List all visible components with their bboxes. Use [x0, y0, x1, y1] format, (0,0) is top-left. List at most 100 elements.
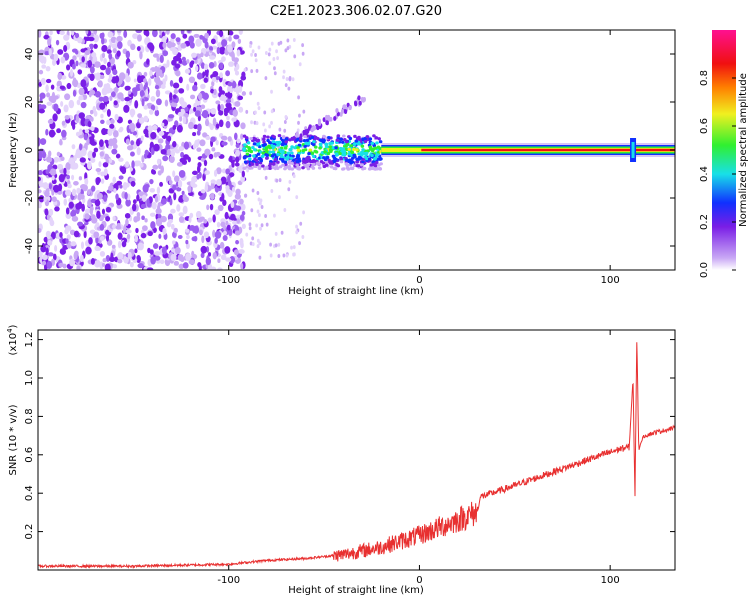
heatmap-cell	[295, 230, 299, 235]
heatmap-cell	[241, 223, 246, 230]
heatmap-cell	[156, 186, 161, 195]
heatmap-cell	[257, 106, 261, 111]
heatmap-cell	[148, 109, 154, 115]
heatmap-cell	[136, 122, 141, 129]
heatmap-cell	[272, 135, 276, 139]
heatmap-cell	[246, 168, 249, 173]
heatmap-cell	[201, 109, 209, 119]
heatmap-cell	[271, 162, 276, 166]
heatmap-cell	[87, 120, 92, 128]
heatmap-cell	[104, 263, 111, 270]
heatmap-cell	[310, 127, 314, 133]
heatmap-cell	[88, 237, 93, 245]
heatmap-cell	[210, 266, 217, 270]
heatmap-cell	[54, 206, 60, 212]
heatmap-cell	[59, 248, 67, 255]
heatmap-cell	[92, 151, 96, 158]
y-tick-label: 1.2	[24, 332, 35, 348]
heatmap-cell	[222, 78, 227, 88]
heatmap-cell	[219, 104, 225, 111]
heatmap-cell	[313, 135, 318, 139]
heatmap-cell	[137, 263, 144, 269]
heatmap-cell	[38, 189, 42, 194]
heatmap-cell	[124, 182, 130, 188]
heatmap-cell	[207, 252, 212, 257]
y-tick-label: 20	[24, 96, 35, 109]
heatmap-cell	[283, 146, 288, 150]
heatmap-cell	[220, 176, 227, 185]
heatmap-cell	[215, 151, 221, 157]
heatmap-cell	[339, 160, 344, 164]
heatmap-cell	[282, 69, 286, 74]
heatmap-cell	[244, 136, 249, 140]
heatmap-cell	[277, 242, 281, 247]
heatmap-cell	[66, 64, 71, 71]
heatmap-cell	[208, 185, 212, 191]
heatmap-cell	[158, 233, 162, 239]
heatmap-cell	[85, 208, 91, 214]
heatmap-cell	[121, 240, 127, 248]
heatmap-cell	[167, 114, 175, 119]
heatmap-cell	[140, 135, 144, 142]
heatmap-cell	[98, 139, 104, 148]
heatmap-cell	[48, 129, 56, 138]
heatmap-cell	[253, 148, 257, 152]
heatmap-cell	[93, 110, 98, 117]
heatmap-cell	[347, 147, 352, 151]
heatmap-cell	[62, 263, 67, 269]
heatmap-cell	[317, 166, 322, 170]
heatmap-cell	[93, 30, 98, 35]
heatmap-cell	[265, 165, 269, 169]
heatmap-cell	[59, 232, 63, 238]
heatmap-cell	[278, 148, 282, 152]
heatmap-cell	[235, 156, 240, 163]
heatmap-cell	[336, 134, 341, 138]
heatmap-cell	[66, 174, 71, 180]
heatmap-cell	[139, 83, 144, 91]
heatmap-cell	[203, 218, 208, 224]
heatmap-cell	[301, 234, 305, 239]
heatmap-cell	[52, 113, 58, 122]
heatmap-cell	[289, 147, 293, 152]
heatmap-cell	[217, 258, 221, 264]
heatmap-cell	[367, 167, 372, 171]
heatmap-cell	[335, 138, 340, 142]
heatmap-cell	[242, 166, 247, 170]
heatmap-cell	[234, 132, 238, 141]
heatmap-cell	[245, 232, 249, 237]
heatmap-cell	[264, 128, 267, 133]
heatmap-cell	[42, 254, 48, 261]
heatmap-cell	[189, 94, 196, 100]
heatmap-cell	[56, 128, 62, 134]
heatmap-cell	[159, 259, 165, 264]
heatmap-cell	[280, 230, 284, 235]
heatmap-cell	[211, 80, 215, 87]
heatmap-cell	[237, 38, 242, 44]
heatmap-cell	[365, 135, 370, 139]
heatmap-cell	[189, 41, 195, 49]
heatmap-cell	[213, 169, 218, 177]
heatmap-cell	[276, 56, 279, 61]
heatmap-cell	[114, 86, 119, 93]
heatmap-cell	[146, 58, 150, 65]
heatmap-cell	[276, 160, 280, 164]
heatmap-cell	[297, 120, 300, 125]
heatmap-cell	[305, 138, 310, 142]
heatmap-cell	[251, 145, 255, 150]
heatmap-cell	[96, 246, 101, 251]
heatmap-cell	[156, 98, 162, 106]
heatmap-cell	[255, 223, 259, 228]
heatmap-cell	[154, 84, 160, 90]
heatmap-cell	[89, 43, 94, 48]
heatmap-cell	[292, 174, 296, 179]
heatmap-cell	[171, 102, 178, 108]
heatmap-cell	[248, 157, 252, 161]
heatmap-cell	[68, 157, 75, 165]
heatmap-cell	[236, 49, 241, 57]
heatmap-cell	[146, 267, 154, 270]
heatmap-cell	[286, 151, 291, 155]
heatmap-cell	[106, 61, 111, 68]
heatmap-cell	[178, 88, 185, 94]
heatmap-cell	[250, 52, 253, 57]
heatmap-cell	[38, 108, 45, 114]
